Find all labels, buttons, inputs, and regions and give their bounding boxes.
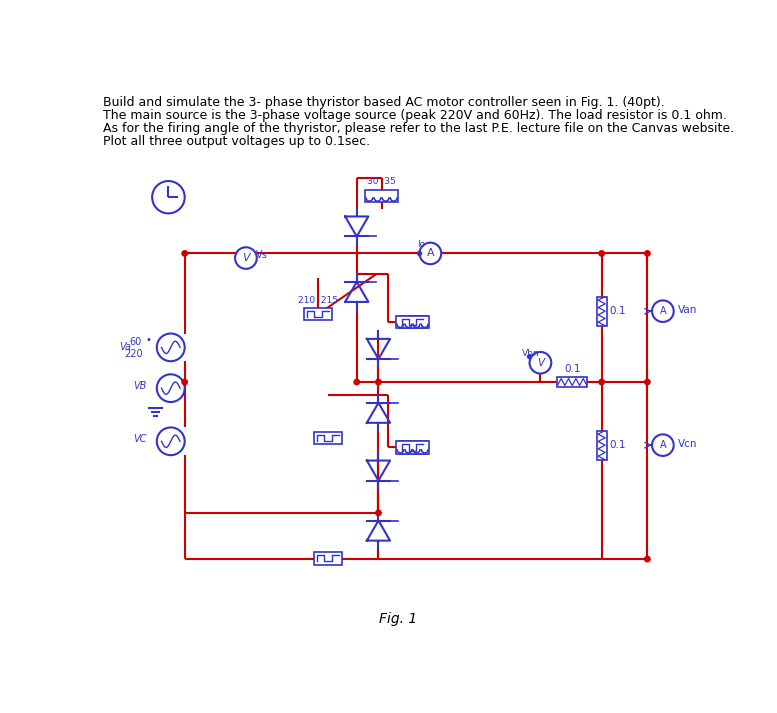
Circle shape <box>157 374 185 402</box>
Text: A: A <box>427 248 434 258</box>
Bar <box>597 297 607 326</box>
Circle shape <box>152 181 185 213</box>
Bar <box>396 316 429 328</box>
Circle shape <box>645 251 650 256</box>
Bar <box>597 431 607 460</box>
Circle shape <box>645 556 650 562</box>
Text: Va: Va <box>119 342 131 352</box>
Circle shape <box>599 251 605 256</box>
Text: 0.1: 0.1 <box>610 306 626 316</box>
Bar <box>396 441 429 453</box>
Bar <box>399 441 427 453</box>
Bar <box>399 316 427 328</box>
Circle shape <box>652 434 674 456</box>
Circle shape <box>599 379 605 385</box>
Circle shape <box>182 379 187 385</box>
Circle shape <box>235 247 256 269</box>
Text: 60: 60 <box>130 337 142 347</box>
Text: V: V <box>242 253 249 263</box>
Text: Vbn: Vbn <box>521 349 539 358</box>
Circle shape <box>354 379 360 385</box>
Text: A: A <box>660 440 666 450</box>
Circle shape <box>645 379 650 385</box>
Text: Van: Van <box>678 304 698 314</box>
Text: As for the firing angle of the thyristor, please refer to the last P.E. lecture : As for the firing angle of the thyristor… <box>103 122 734 135</box>
Text: 0.1: 0.1 <box>610 440 626 450</box>
Text: Io: Io <box>417 240 425 250</box>
Circle shape <box>376 511 382 515</box>
Bar <box>304 308 332 320</box>
Circle shape <box>417 252 421 255</box>
Circle shape <box>157 334 185 361</box>
Text: 30  35: 30 35 <box>368 177 396 185</box>
Text: 220: 220 <box>124 349 143 359</box>
Text: Plot all three output voltages up to 0.1sec.: Plot all three output voltages up to 0.1… <box>103 135 371 148</box>
Text: The main source is the 3-phase voltage source (peak 220V and 60Hz). The load res: The main source is the 3-phase voltage s… <box>103 108 727 122</box>
Circle shape <box>157 427 185 455</box>
Circle shape <box>652 300 674 322</box>
Bar <box>314 552 342 565</box>
Circle shape <box>182 251 187 256</box>
Text: VC: VC <box>133 434 146 444</box>
Text: 210  215: 210 215 <box>298 296 338 305</box>
Circle shape <box>530 352 551 374</box>
Circle shape <box>376 379 382 385</box>
Circle shape <box>528 354 531 359</box>
Bar <box>365 190 398 202</box>
Text: A: A <box>660 306 666 316</box>
Text: Vcn: Vcn <box>678 438 698 448</box>
Text: •: • <box>145 334 152 344</box>
Text: VB: VB <box>133 381 146 391</box>
Text: 0.1: 0.1 <box>564 364 580 374</box>
Text: Vs: Vs <box>256 250 267 260</box>
Bar <box>557 377 587 387</box>
Circle shape <box>420 242 441 265</box>
Text: Build and simulate the 3- phase thyristor based AC motor controller seen in Fig.: Build and simulate the 3- phase thyristo… <box>103 96 665 108</box>
Bar <box>314 432 342 444</box>
Text: Fig. 1: Fig. 1 <box>378 612 417 626</box>
Text: V: V <box>537 358 544 368</box>
